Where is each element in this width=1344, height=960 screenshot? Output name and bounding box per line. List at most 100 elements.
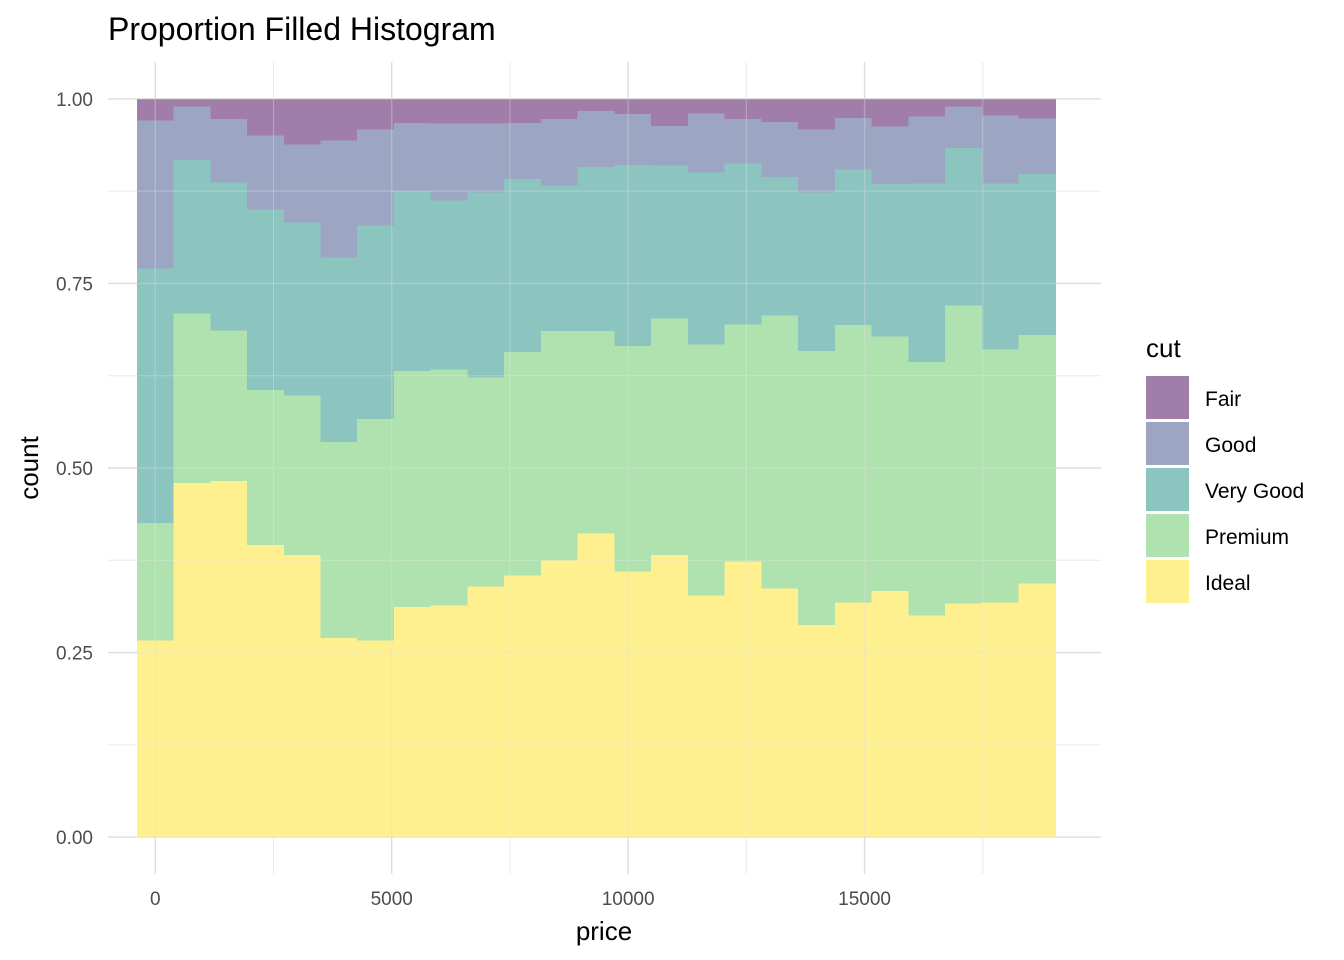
bar-good: [136, 120, 175, 269]
y-tick-label: 0.25: [56, 644, 93, 665]
bar-fair: [871, 98, 909, 127]
bar-very-good: [834, 169, 873, 326]
bar-ideal: [945, 603, 983, 838]
bar-ideal: [247, 544, 285, 838]
bar-ideal: [908, 614, 946, 838]
bar-very-good: [651, 165, 689, 319]
bar-ideal: [981, 602, 1020, 838]
bar-good: [614, 113, 652, 166]
legend-label-good: Good: [1205, 434, 1256, 457]
bar-premium: [687, 343, 726, 596]
bar-very-good: [981, 183, 1020, 350]
legend-label-premium: Premium: [1205, 526, 1289, 549]
bar-ideal: [798, 624, 836, 838]
bar-ideal: [467, 586, 505, 838]
bar-good: [577, 110, 616, 168]
bar-very-good: [393, 190, 432, 371]
bar-fair: [945, 98, 983, 107]
bar-good: [210, 118, 248, 183]
bar-ideal: [357, 639, 395, 838]
legend-label-ideal: Ideal: [1205, 572, 1251, 595]
bar-very-good: [283, 222, 322, 396]
bar-ideal: [540, 560, 579, 838]
bar-premium: [247, 389, 285, 546]
bar-ideal: [320, 637, 358, 838]
bar-ideal: [651, 554, 689, 838]
bar-very-good: [724, 163, 762, 325]
bar-premium: [981, 349, 1020, 603]
bar-premium: [393, 370, 432, 608]
bar-good: [724, 118, 762, 164]
bar-premium: [761, 315, 799, 589]
bar-fair: [504, 98, 542, 123]
bar-very-good: [614, 164, 652, 346]
bar-ideal: [614, 571, 652, 838]
bar-ideal: [136, 639, 175, 838]
legend-key-fair: [1146, 376, 1189, 419]
bar-fair: [540, 98, 579, 120]
bar-premium: [651, 318, 689, 555]
bar-very-good: [761, 176, 799, 316]
bar-premium: [210, 329, 248, 481]
bar-fair: [136, 98, 175, 121]
bar-premium: [577, 330, 616, 534]
chart-title: Proportion Filled Histogram: [108, 11, 496, 47]
bar-premium: [467, 377, 505, 587]
bar-ideal: [430, 605, 469, 838]
bar-fair: [834, 98, 873, 118]
bar-fair: [357, 98, 395, 130]
bar-fair: [1018, 98, 1056, 119]
legend-key-ideal: [1146, 560, 1189, 603]
bar-good: [651, 125, 689, 166]
bar-good: [247, 135, 285, 210]
bar-very-good: [467, 191, 505, 378]
x-tick-label: 15000: [838, 889, 891, 910]
bar-premium: [540, 330, 579, 561]
y-tick-label: 0.50: [56, 459, 93, 480]
bar-fair: [761, 98, 799, 123]
x-axis-title: price: [576, 916, 632, 946]
bars-layer: [136, 98, 1056, 838]
x-tick-label: 5000: [371, 889, 413, 910]
bar-good: [173, 106, 211, 160]
overlay-grid-layer: [108, 62, 1101, 874]
bar-premium: [504, 351, 542, 576]
bar-fair: [687, 98, 726, 114]
bar-very-good: [540, 185, 579, 332]
bar-ideal: [283, 554, 322, 838]
bar-good: [871, 126, 909, 185]
legend-key-premium: [1146, 514, 1189, 557]
bar-premium: [1018, 334, 1056, 584]
bar-very-good: [871, 183, 909, 337]
bar-very-good: [504, 178, 542, 352]
legend-key-very-good: [1146, 468, 1189, 511]
bar-very-good: [945, 147, 983, 306]
bar-ideal: [173, 482, 211, 838]
bar-premium: [724, 324, 762, 562]
bar-good: [504, 122, 542, 180]
bar-ideal: [504, 575, 542, 838]
bar-good: [687, 112, 726, 173]
bar-fair: [577, 98, 616, 112]
x-tick-label: 10000: [602, 889, 655, 910]
y-tick-label: 1.00: [56, 90, 93, 111]
bar-good: [945, 106, 983, 149]
bar-very-good: [1018, 173, 1056, 335]
bar-fair: [173, 98, 211, 107]
y-axis-title: count: [14, 435, 44, 499]
bar-ideal: [761, 588, 799, 838]
bar-ideal: [577, 532, 616, 838]
bar-good: [981, 115, 1020, 184]
bar-fair: [724, 98, 762, 120]
ticks-layer: 0.00 0.25 0.50 0.75 1.00 0 5000 10000 15000: [56, 90, 891, 910]
bar-fair: [981, 98, 1020, 116]
bar-good: [357, 129, 395, 226]
bar-premium: [283, 394, 322, 555]
bar-very-good: [357, 225, 395, 419]
bar-very-good: [798, 191, 836, 352]
bar-ideal: [687, 594, 726, 838]
x-tick-label: 0: [150, 889, 161, 910]
y-tick-label: 0.00: [56, 828, 93, 849]
